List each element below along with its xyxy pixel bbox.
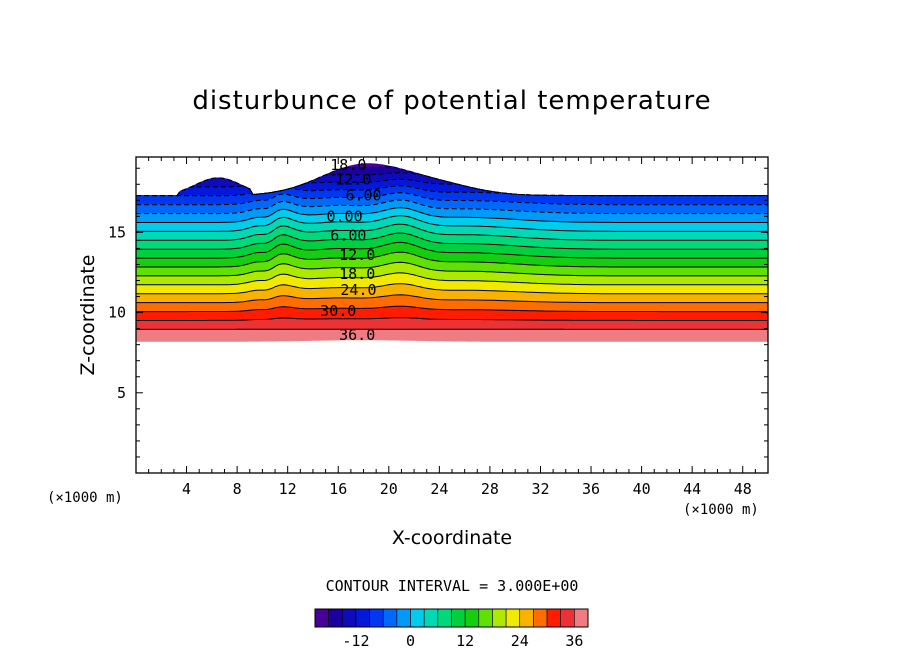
colorbar-tick-label: 0 [406,632,415,650]
colorbar-swatch [478,608,493,628]
x-tick-label: 48 [734,480,752,498]
contour-label: 30.0 [320,302,356,320]
x-tick-label: 24 [430,480,448,498]
contour-label: 18.0 [339,265,375,283]
colorbar-swatch [369,608,384,628]
x-axis-label: X-coordinate [391,527,513,549]
x-tick-label: 12 [279,480,297,498]
contour-line [136,283,768,295]
colorbar-tick-label: 24 [511,632,529,650]
x-tick-label: 36 [582,480,600,498]
contour-line [136,192,768,206]
x-tick-label: 40 [633,480,651,498]
colorbar-swatch [505,608,521,628]
contour-line [136,294,768,304]
contour-lines [136,166,768,330]
colorbar-swatch [437,608,452,628]
x-tick-label: 20 [380,480,398,498]
contour-label: 6.00 [330,227,366,245]
contour-line [136,215,768,232]
y-tick-label: 10 [108,304,126,322]
contour-line [136,223,768,241]
x-tick-label: 28 [481,480,499,498]
x-tick-label: 32 [531,480,549,498]
contour-interval-label: CONTOUR INTERVAL = 3.000E+00 [325,577,579,595]
contour-line [136,261,768,277]
contour-line [136,172,768,196]
colorbar-swatch [396,608,411,628]
contour-line [136,199,768,215]
colorbar-swatch [314,608,329,628]
colorbar-swatch [341,608,357,628]
contour-label: 12.0 [339,246,375,264]
chart-title: disturbunce of potential temperature [192,86,712,116]
colorbar-swatch [519,608,534,628]
colorbar-swatch [560,608,575,628]
contour-label: 6.00 [345,186,381,204]
y-tick-label: 15 [108,223,126,241]
colorbar-swatch [533,608,548,628]
contour-line [136,241,768,259]
colorbar: -12 0 12 24 36 [314,608,589,650]
y-tick-label: 5 [117,384,126,402]
x-unit-label-right: (×1000 m) [683,502,759,518]
contour-line [136,272,768,286]
x-tick-label: 44 [683,480,701,498]
contour-band [136,328,768,342]
colorbar-swatch [355,608,370,628]
contour-line [136,185,768,197]
colorbar-swatch [451,608,466,628]
contour-line [136,305,768,313]
colorbar-frame [314,608,589,628]
x-tick-label: 4 [182,480,191,498]
colorbar-tick-label: 36 [565,632,583,650]
contour-label: 18.0 [330,156,366,174]
colorbar-swatch [382,608,398,628]
contour-line [136,207,768,223]
colorbar-swatch [464,608,480,628]
contour-line [136,251,768,268]
contour-label: 36.0 [339,326,375,344]
x-tick-label: 16 [329,480,347,498]
x-unit-label-left: (×1000 m) [47,490,123,506]
colorbar-tick-label: 12 [456,632,474,650]
colorbar-swatch [574,608,589,628]
colorbar-swatch [492,608,507,628]
colorbar-swatch [423,608,439,628]
colorbar-swatch [410,608,425,628]
contour-line [136,232,768,250]
colorbar-tick-label: -12 [342,632,369,650]
colorbar-swatch [328,608,343,628]
x-tick-label: 8 [233,480,242,498]
colorbar-swatch [546,608,561,628]
contour-label: 24.0 [340,281,376,299]
contour-label: 0.00 [326,207,362,225]
contour-line [136,317,768,321]
contour-label: 12.0 [335,170,371,188]
